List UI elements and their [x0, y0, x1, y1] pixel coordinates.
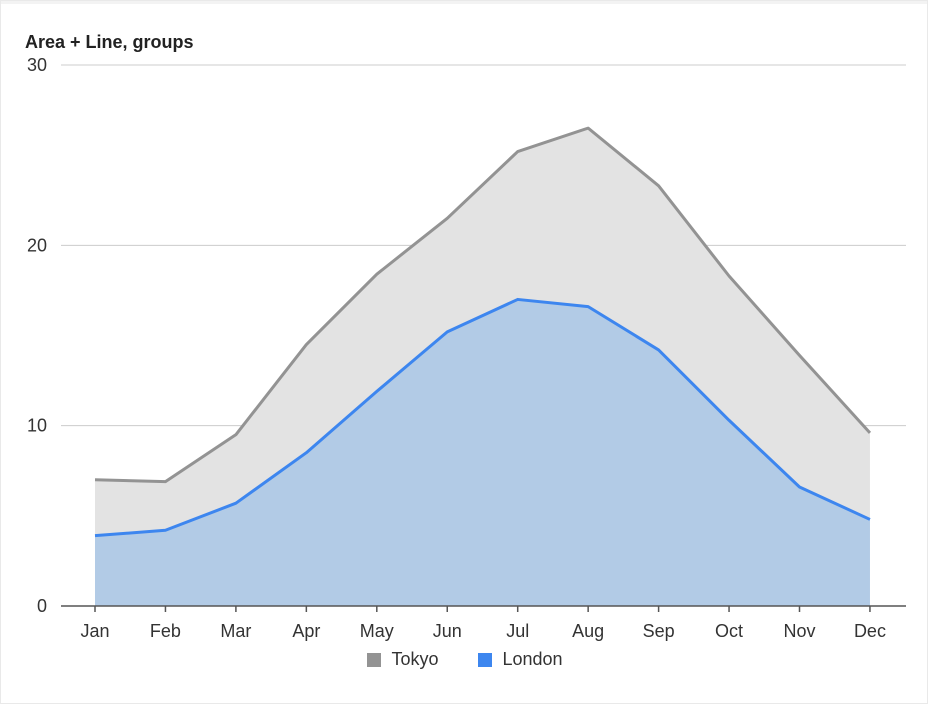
y-tick-label: 10 — [27, 416, 47, 436]
legend-item-tokyo[interactable]: Tokyo — [367, 649, 438, 670]
y-tick-label: 30 — [27, 55, 47, 75]
legend-swatch-tokyo — [367, 652, 382, 667]
x-tick-label: Nov — [783, 621, 815, 641]
x-tick-label: Dec — [854, 621, 886, 641]
x-tick-label: Jan — [80, 621, 109, 641]
x-tick-label: Jul — [506, 621, 529, 641]
series-lines — [94, 126, 872, 538]
legend-item-london[interactable]: London — [478, 649, 563, 670]
y-tick-label: 0 — [37, 596, 47, 616]
legend-swatch-london — [478, 652, 493, 667]
x-tick-label: Sep — [643, 621, 675, 641]
series-areas — [95, 128, 870, 606]
x-tick-label: Feb — [150, 621, 181, 641]
x-tick-label: Jun — [433, 621, 462, 641]
line-london — [94, 297, 871, 538]
chart-title: Area + Line, groups — [25, 32, 194, 52]
legend-label-tokyo: Tokyo — [391, 649, 439, 669]
x-tick-label: Mar — [220, 621, 251, 641]
legend: Tokyo London — [1, 649, 928, 670]
x-tick-label: Oct — [715, 621, 743, 641]
line-tokyo — [94, 126, 872, 484]
x-tick-label: Aug — [572, 621, 604, 641]
legend-label-london: London — [502, 649, 563, 669]
y-tick-label: 20 — [27, 235, 47, 255]
x-tick-label: May — [360, 621, 394, 641]
x-tick-label: Apr — [292, 621, 320, 641]
axes: 0 10 20 30 Jan Feb Mar Apr May Jun Jul Aug Sep Oct Nov… — [27, 55, 906, 641]
area-london — [95, 299, 870, 606]
